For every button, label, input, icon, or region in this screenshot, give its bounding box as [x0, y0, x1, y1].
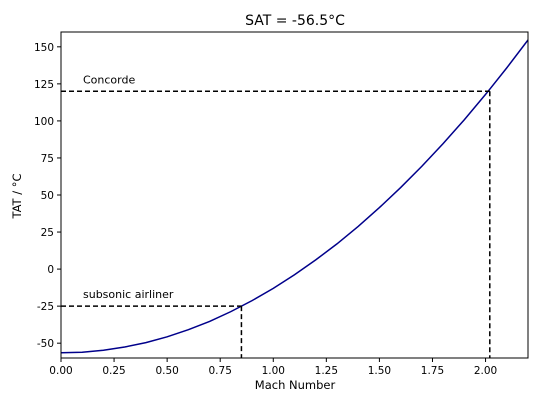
- x-axis-label: Mach Number: [255, 378, 336, 392]
- x-tick-label: 2.00: [474, 365, 497, 377]
- x-tick-label: 1.25: [315, 365, 338, 377]
- y-tick-label: 150: [34, 42, 54, 54]
- x-tick-label: 1.50: [368, 365, 391, 377]
- y-tick-label: 100: [34, 116, 54, 128]
- y-axis-label: TAT / °C: [10, 173, 24, 219]
- x-tick-label: 1.75: [421, 365, 444, 377]
- y-tick-label: -25: [37, 301, 54, 313]
- y-tick-label: 75: [41, 153, 54, 165]
- y-tick-label: -50: [37, 338, 54, 350]
- tat-curve-series-0: [61, 39, 528, 354]
- chart-title: SAT = -56.5°C: [245, 13, 345, 29]
- plot-area: subsonic airliner Concorde: [61, 39, 528, 358]
- axes: 0.00 0.25 0.50 0.75 1.00 1.25 1.50 1.75 2.00 -50 -…: [34, 31, 529, 377]
- x-tick-label: 0.50: [155, 365, 178, 377]
- x-tick-label: 1.00: [262, 365, 285, 377]
- x-tick-label: 0.25: [102, 365, 125, 377]
- x-tick-label: 0.00: [49, 365, 72, 377]
- x-tick-label: 0.75: [209, 365, 232, 377]
- y-tick-label: 125: [34, 79, 54, 91]
- concorde-annotation: Concorde: [83, 73, 135, 86]
- y-tick-label: 50: [41, 190, 54, 202]
- y-tick-label: 25: [41, 227, 54, 239]
- subsonic-airliner-annotation: subsonic airliner: [83, 288, 174, 301]
- y-tick-label: 0: [47, 264, 54, 276]
